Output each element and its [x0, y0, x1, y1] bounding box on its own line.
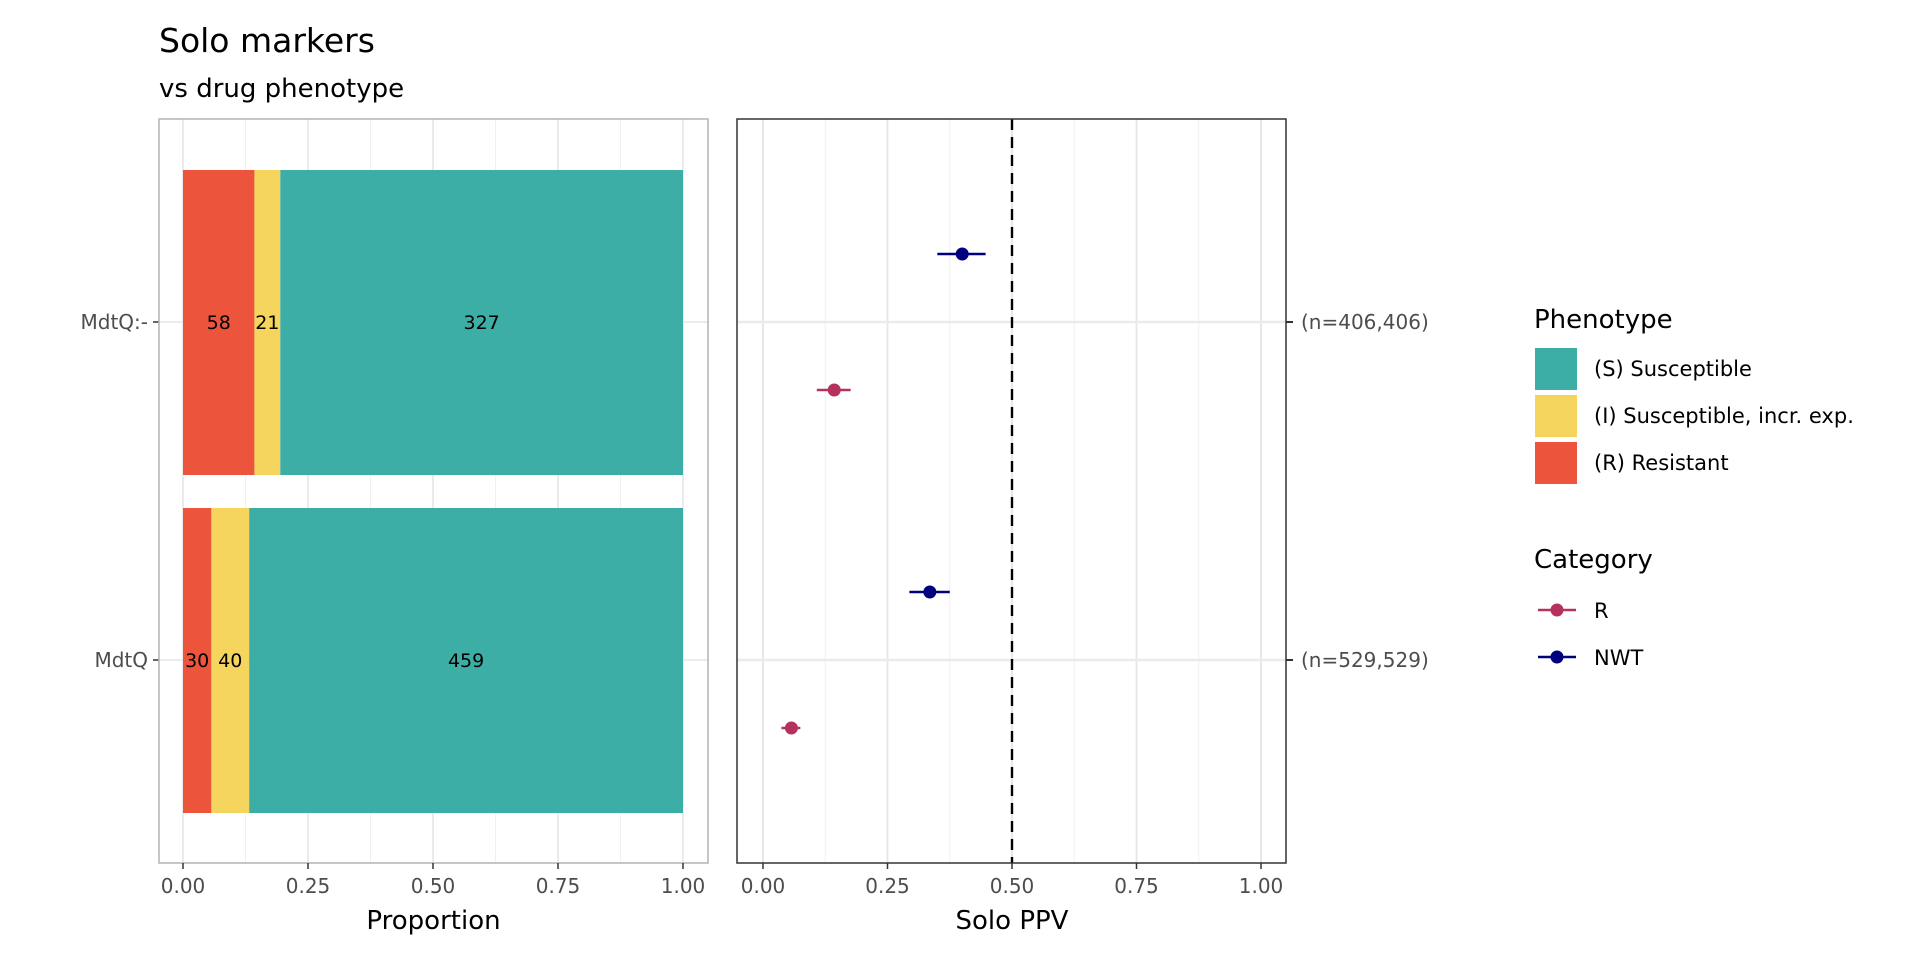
- x-tick-label: 1.00: [661, 874, 706, 898]
- legend-category-title: Category: [1534, 545, 1653, 575]
- x-tick-label: 0.00: [161, 874, 206, 898]
- bar-count-label: 40: [218, 650, 242, 672]
- legend-key-I: [1535, 395, 1577, 437]
- legend-label: (S) Susceptible: [1594, 357, 1752, 381]
- ppv-panel: (n=406,406) (n=529,529) 0.00 0.25 0.50 0.75 1.…: [736, 118, 1429, 936]
- x-tick-label: 0.25: [286, 874, 331, 898]
- legend-key-S: [1535, 348, 1577, 390]
- point-NWT: [955, 247, 969, 261]
- legend-key-point-NWT: [1550, 650, 1564, 664]
- chart-title: Solo markers: [159, 21, 375, 60]
- x-tick-label: 0.25: [865, 874, 910, 898]
- x-axis-title: Proportion: [366, 906, 500, 936]
- proportion-panel: 58 21 327 MdtQ:- 30 40 459 MdtQ 0.00 0.25 0.50 0.75…: [81, 118, 709, 936]
- chart-subtitle: vs drug phenotype: [159, 74, 404, 104]
- legend-label: (I) Susceptible, incr. exp.: [1594, 404, 1854, 428]
- y-tick-label: MdtQ:-: [81, 310, 149, 334]
- bar-count-label: 459: [448, 650, 484, 672]
- legend-phenotype-title: Phenotype: [1534, 305, 1673, 335]
- legend-label: R: [1594, 599, 1609, 623]
- point-R: [827, 383, 841, 397]
- x-tick-label: 0.75: [1114, 874, 1159, 898]
- x-tick-label: 1.00: [1239, 874, 1284, 898]
- legend-key-point-R: [1550, 603, 1564, 617]
- legend-key-R_pheno: [1535, 442, 1577, 484]
- point-NWT: [923, 585, 937, 599]
- bar-count-label: 21: [255, 312, 279, 334]
- bar-count-label: 327: [464, 312, 500, 334]
- x-tick-label: 0.75: [536, 874, 581, 898]
- bar-segment-I: [211, 508, 250, 813]
- legend-label: (R) Resistant: [1594, 451, 1729, 475]
- bar-count-label: 30: [185, 650, 209, 672]
- y-tick-label-right: (n=529,529): [1301, 648, 1429, 672]
- x-axis-title: Solo PPV: [956, 906, 1069, 936]
- bar-segment-I: [254, 170, 281, 475]
- legend-label: NWT: [1594, 646, 1643, 670]
- bar-segment-R: [183, 508, 212, 813]
- bar-segment-S: [280, 170, 683, 475]
- point-R: [784, 721, 798, 735]
- x-tick-label: 0.50: [990, 874, 1035, 898]
- legend-phenotype: Phenotype (S) Susceptible (I) Susceptible…: [1534, 305, 1854, 484]
- x-tick-label: 0.50: [411, 874, 456, 898]
- y-tick-label-right: (n=406,406): [1301, 310, 1429, 334]
- bar-segment-R: [183, 170, 255, 475]
- bar-count-label: 58: [207, 312, 231, 334]
- bar-segment-S: [249, 508, 683, 813]
- x-tick-label: 0.00: [741, 874, 786, 898]
- legend-category: Category R NWT: [1534, 545, 1653, 670]
- y-tick-label: MdtQ: [94, 648, 148, 672]
